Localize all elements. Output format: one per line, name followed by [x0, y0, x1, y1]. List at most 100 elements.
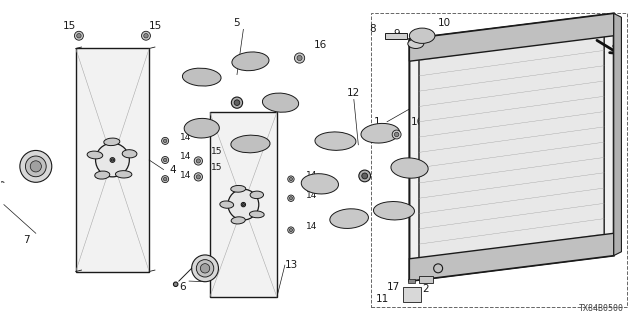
- Ellipse shape: [294, 53, 305, 63]
- Ellipse shape: [144, 34, 148, 38]
- Polygon shape: [614, 13, 621, 256]
- Ellipse shape: [200, 264, 210, 273]
- Ellipse shape: [250, 211, 264, 218]
- Bar: [385, 33, 408, 39]
- Ellipse shape: [194, 173, 202, 181]
- Text: 11: 11: [376, 293, 389, 304]
- Text: 3: 3: [448, 254, 454, 264]
- Ellipse shape: [182, 68, 221, 86]
- Ellipse shape: [20, 150, 52, 182]
- Ellipse shape: [122, 150, 137, 158]
- Ellipse shape: [301, 174, 339, 194]
- Ellipse shape: [289, 197, 292, 200]
- Ellipse shape: [141, 31, 150, 40]
- Ellipse shape: [288, 195, 294, 201]
- Ellipse shape: [288, 227, 294, 233]
- Ellipse shape: [162, 156, 169, 164]
- Ellipse shape: [232, 97, 243, 108]
- Bar: [408, 279, 415, 283]
- Text: 13: 13: [285, 260, 298, 270]
- Polygon shape: [410, 13, 614, 281]
- Polygon shape: [410, 233, 614, 281]
- Text: FR.: FR.: [554, 23, 575, 36]
- Text: 17: 17: [387, 283, 400, 292]
- Bar: [76, 49, 149, 271]
- Ellipse shape: [163, 158, 167, 162]
- Ellipse shape: [162, 176, 169, 183]
- Text: 5: 5: [234, 18, 240, 28]
- Ellipse shape: [361, 124, 399, 143]
- Text: 1: 1: [374, 117, 381, 127]
- Bar: [371, 13, 627, 307]
- Ellipse shape: [191, 255, 218, 282]
- Ellipse shape: [115, 171, 132, 178]
- Ellipse shape: [196, 175, 200, 179]
- Ellipse shape: [289, 178, 292, 181]
- Ellipse shape: [374, 202, 415, 220]
- Ellipse shape: [392, 130, 401, 139]
- Text: 14: 14: [306, 222, 317, 231]
- Ellipse shape: [74, 31, 83, 40]
- Text: 15: 15: [211, 147, 222, 156]
- Text: 12: 12: [348, 88, 360, 98]
- Bar: [210, 112, 277, 297]
- Text: 7: 7: [23, 235, 29, 245]
- Text: 4: 4: [170, 164, 177, 174]
- Text: 2: 2: [422, 284, 429, 294]
- Ellipse shape: [26, 156, 46, 177]
- Ellipse shape: [95, 143, 129, 177]
- Ellipse shape: [163, 177, 167, 181]
- Ellipse shape: [330, 209, 369, 228]
- Ellipse shape: [410, 28, 435, 44]
- Bar: [403, 287, 421, 302]
- Ellipse shape: [250, 191, 264, 199]
- Ellipse shape: [196, 159, 200, 163]
- Ellipse shape: [184, 118, 220, 138]
- Text: 14: 14: [180, 172, 191, 180]
- Bar: [419, 276, 433, 283]
- Ellipse shape: [394, 132, 399, 137]
- Ellipse shape: [95, 171, 110, 179]
- Text: 10: 10: [438, 18, 451, 28]
- Text: 8: 8: [369, 24, 376, 34]
- Ellipse shape: [362, 173, 367, 179]
- Ellipse shape: [110, 158, 115, 162]
- Ellipse shape: [162, 137, 169, 144]
- Ellipse shape: [315, 132, 356, 150]
- Polygon shape: [410, 13, 614, 61]
- Ellipse shape: [288, 176, 294, 182]
- Ellipse shape: [289, 228, 292, 232]
- Ellipse shape: [241, 203, 246, 207]
- Text: 15: 15: [211, 163, 222, 172]
- Text: 14: 14: [306, 172, 317, 180]
- Polygon shape: [419, 20, 604, 275]
- Ellipse shape: [434, 264, 443, 273]
- Ellipse shape: [196, 260, 214, 277]
- Ellipse shape: [228, 189, 259, 220]
- Ellipse shape: [30, 161, 42, 172]
- Text: 14: 14: [180, 152, 191, 161]
- Ellipse shape: [231, 217, 245, 224]
- Ellipse shape: [391, 158, 428, 178]
- Ellipse shape: [231, 186, 246, 192]
- Ellipse shape: [111, 159, 114, 161]
- Text: 6: 6: [179, 283, 186, 292]
- Ellipse shape: [173, 282, 178, 286]
- Ellipse shape: [87, 151, 103, 159]
- Ellipse shape: [297, 55, 302, 60]
- Ellipse shape: [408, 39, 424, 49]
- Text: 15: 15: [63, 21, 76, 31]
- Ellipse shape: [359, 170, 371, 182]
- Ellipse shape: [262, 93, 299, 112]
- Text: 15: 15: [149, 21, 162, 31]
- Text: 14: 14: [180, 133, 191, 142]
- Text: TX84B0500: TX84B0500: [579, 304, 623, 313]
- Ellipse shape: [194, 157, 202, 165]
- Ellipse shape: [231, 135, 270, 153]
- Text: 9: 9: [394, 29, 400, 39]
- Ellipse shape: [220, 201, 234, 208]
- Ellipse shape: [232, 52, 269, 71]
- Ellipse shape: [77, 34, 81, 38]
- Text: 16: 16: [411, 117, 424, 127]
- Text: 14: 14: [306, 190, 317, 200]
